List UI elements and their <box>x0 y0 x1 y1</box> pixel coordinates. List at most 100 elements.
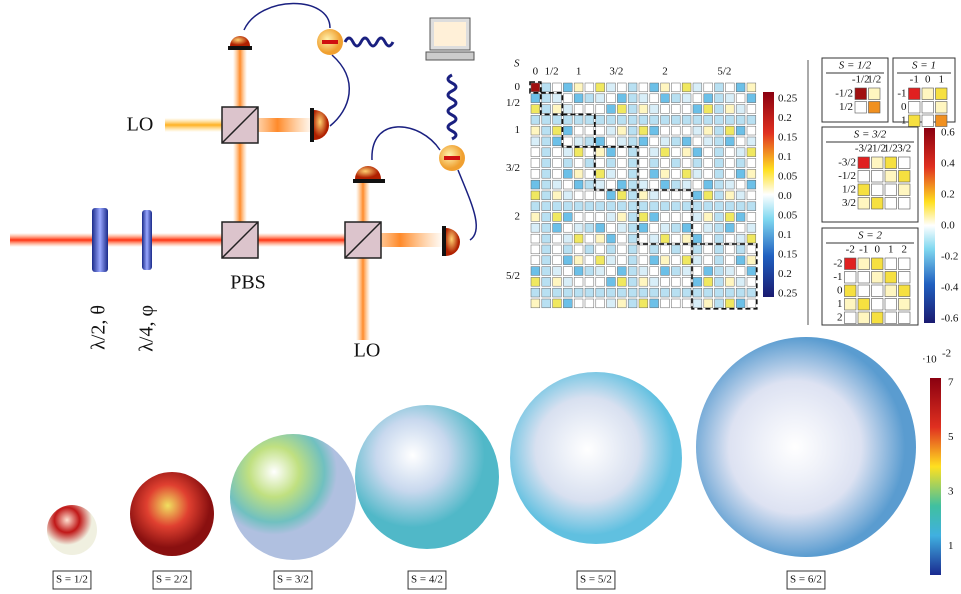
matrix-cell <box>606 179 616 190</box>
matrix-cell <box>660 190 670 201</box>
matrix-cell <box>746 82 757 93</box>
block-cell <box>844 298 857 311</box>
matrix-cell <box>735 190 746 201</box>
block-label: 1/2 <box>839 101 853 113</box>
matrix-cell <box>595 201 605 211</box>
block-label: -3/2 <box>855 143 873 155</box>
matrix-cell <box>563 147 573 157</box>
matrix-cell <box>552 158 562 168</box>
block-cell <box>898 271 911 284</box>
matrix-cell <box>703 169 713 179</box>
colorbar-tick: 0.1 <box>778 151 792 163</box>
matrix-cell <box>692 104 703 114</box>
spin-label: 2 <box>515 211 521 223</box>
matrix-cell <box>563 82 573 93</box>
matrix-cell <box>746 169 757 179</box>
matrix-cell <box>627 179 638 190</box>
block-cell <box>898 170 911 183</box>
matrix-cell <box>617 266 627 276</box>
matrix-cell <box>595 223 605 233</box>
matrix-cell <box>584 104 595 114</box>
matrix-cell <box>606 82 616 93</box>
colorbar-tick: 0.2 <box>941 189 955 201</box>
block-cell <box>868 101 881 114</box>
matrix-cell <box>714 298 724 309</box>
sphere-label: S = 6/2 <box>790 574 822 586</box>
matrix-cell <box>681 190 692 201</box>
matrix-cell <box>649 233 659 244</box>
matrix-cell <box>735 104 746 114</box>
matrix-cell <box>692 158 703 168</box>
block-cell <box>898 156 911 169</box>
matrix-cell <box>681 115 692 125</box>
matrix-cell <box>627 255 638 265</box>
matrix-cell <box>530 125 541 136</box>
matrix-cell <box>681 125 692 136</box>
matrix-cell <box>617 287 627 298</box>
matrix-cell <box>735 233 746 244</box>
matrix-cell <box>552 287 562 298</box>
block-cell <box>871 271 884 284</box>
pbs-label: PBS <box>230 272 266 294</box>
matrix-cell <box>725 212 735 222</box>
matrix-cell <box>703 233 713 244</box>
matrix-cell <box>681 169 692 179</box>
block-cell <box>871 197 884 210</box>
matrix-cell <box>735 169 746 179</box>
block-cell <box>935 87 948 100</box>
matrix-cell <box>660 277 670 287</box>
matrix-cell <box>595 158 605 168</box>
matrix-cell <box>552 190 562 201</box>
matrix-cell <box>725 266 735 276</box>
matrix-cell <box>552 82 562 93</box>
matrix-cell <box>735 136 746 147</box>
matrix-cell <box>703 255 713 265</box>
matrix-cell <box>638 244 649 255</box>
sphere <box>510 372 682 544</box>
matrix-cell <box>606 201 616 211</box>
colorbar-tick: 3 <box>948 486 954 498</box>
matrix-cell <box>552 255 562 265</box>
matrix-cell <box>660 169 670 179</box>
matrix-cell <box>735 115 746 125</box>
matrix-cell <box>552 104 562 114</box>
matrix-cell <box>671 158 681 168</box>
matrix-cell <box>725 233 735 244</box>
matrix-cell <box>703 93 713 103</box>
colorbar-tick: 0.25 <box>778 288 798 300</box>
matrix-cell <box>541 179 551 190</box>
block-label: 1/2 <box>867 74 881 86</box>
matrix-cell <box>563 223 573 233</box>
matrix-cell <box>660 201 670 211</box>
matrix-cell <box>735 147 746 157</box>
matrix-cell <box>627 201 638 211</box>
block-frame <box>821 227 919 326</box>
label-box <box>273 570 313 590</box>
matrix-cell <box>573 201 584 211</box>
matrix-cell <box>660 115 670 125</box>
matrix-cell <box>746 212 757 222</box>
matrix-cell <box>638 136 649 147</box>
matrix-cell <box>703 277 713 287</box>
matrix-cell <box>692 115 703 125</box>
matrix-cell <box>746 125 757 136</box>
matrix-cell <box>649 190 659 201</box>
sphere-label: S = 5/2 <box>580 574 612 586</box>
matrix-cell <box>584 223 595 233</box>
matrix-cell <box>649 104 659 114</box>
matrix-cell <box>649 158 659 168</box>
matrix-cell <box>649 223 659 233</box>
matrix-cell <box>671 82 681 93</box>
matrix-cell <box>627 147 638 157</box>
matrix-cell <box>627 190 638 201</box>
matrix-cell <box>595 136 605 147</box>
block-cell <box>871 156 884 169</box>
matrix-cell <box>638 115 649 125</box>
block-cell <box>935 114 948 127</box>
matrix-cell <box>595 244 605 255</box>
label-box <box>407 570 447 590</box>
matrix-cell <box>692 298 703 309</box>
matrix-cell <box>530 136 541 147</box>
matrix-cell <box>703 212 713 222</box>
matrix-cell <box>746 136 757 147</box>
